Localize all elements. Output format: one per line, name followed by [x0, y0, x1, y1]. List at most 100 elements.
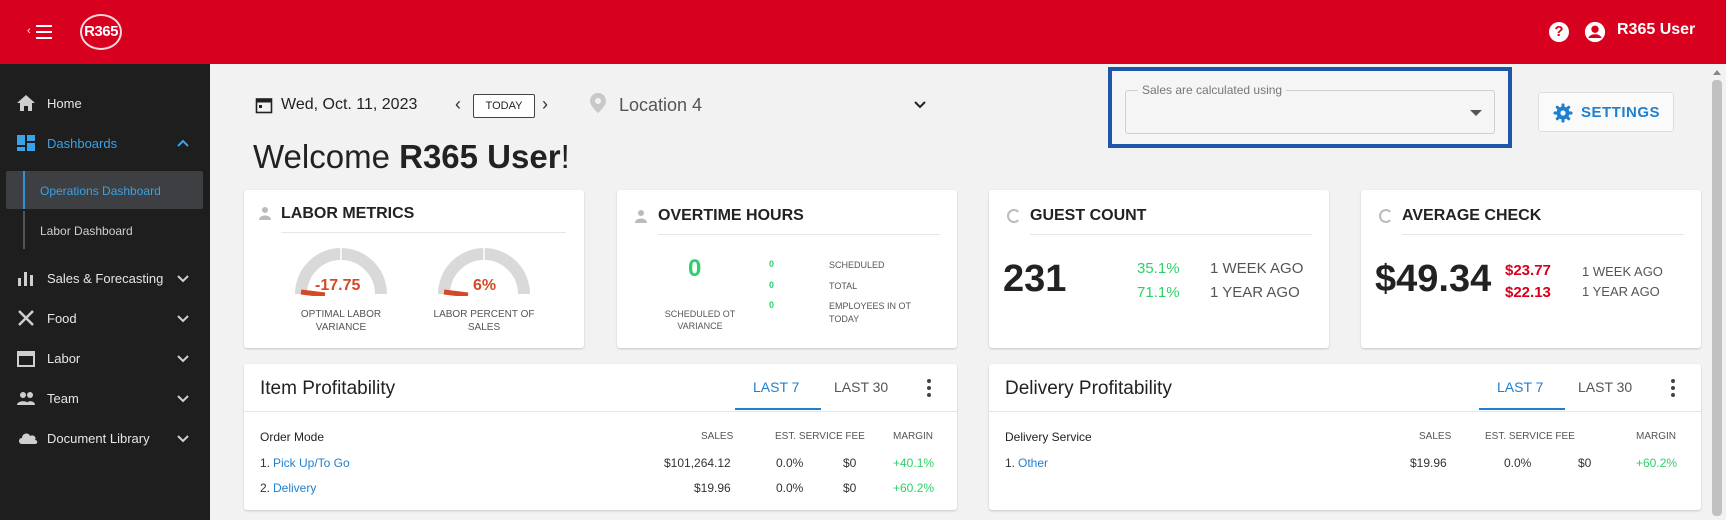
chevron-down-icon[interactable] [912, 96, 928, 112]
people-icon [17, 392, 35, 405]
location-pin-icon [590, 93, 606, 113]
previous-day-button[interactable]: ‹ [455, 94, 461, 114]
card-title: AVERAGE CHECK [1402, 207, 1542, 224]
sidebar-item-label: Labor [47, 351, 81, 366]
guest-count-card: GUEST COUNT 231 35.1% 1 WEEK AGO 71.1% 1… [989, 190, 1329, 348]
collapse-arrow-icon: ‹ [27, 25, 31, 37]
scroll-up-arrow-icon[interactable] [1713, 70, 1721, 75]
loading-icon [1007, 209, 1021, 223]
labor-percent-of-sales-gauge [438, 248, 530, 296]
card-title: Item Profitability [260, 378, 396, 399]
chevron-up-icon [177, 139, 189, 147]
sales-value: $101,264.12 [664, 456, 731, 470]
sidebar-item-labor[interactable]: Labor [0, 341, 210, 375]
card-title: GUEST COUNT [1030, 207, 1147, 224]
average-check-value: $49.34 [1375, 258, 1492, 300]
guest-count-value: 231 [1003, 258, 1067, 300]
fee-percent: 0.0% [776, 481, 804, 495]
user-menu-name[interactable]: R365 User [1617, 21, 1696, 38]
order-mode-link[interactable]: Pick Up/To Go [273, 456, 350, 470]
menu-toggle-button[interactable]: ‹ [22, 19, 56, 45]
sidebar-item-document-library[interactable]: Document Library [0, 421, 210, 455]
guest-count-week-label: 1 WEEK AGO [1210, 260, 1304, 277]
sidebar-item-food[interactable]: Food [0, 301, 210, 335]
fee-value: $0 [843, 456, 857, 470]
bar-chart-icon [18, 272, 33, 286]
fee-value: $0 [1578, 456, 1592, 470]
average-check-week-label: 1 WEEK AGO [1582, 264, 1663, 279]
card-title: LABOR METRICS [281, 205, 415, 222]
hamburger-icon [36, 25, 52, 27]
sidebar-subitem-label: Labor Dashboard [40, 224, 133, 238]
item-profitability-card: Item Profitability LAST 7 LAST 30 Order … [244, 364, 957, 510]
average-check-year-label: 1 YEAR AGO [1582, 284, 1660, 299]
person-icon [635, 210, 647, 223]
card-title: OVERTIME HOURS [658, 207, 804, 224]
guest-count-year-pct: 71.1% [1137, 284, 1180, 301]
top-bar: ‹ R365 ? R365 User [0, 0, 1726, 64]
card-title: Delivery Profitability [1005, 378, 1172, 399]
utensils-icon [18, 310, 34, 326]
column-header: Order Mode [260, 430, 325, 444]
scrollbar-thumb[interactable] [1712, 80, 1722, 516]
active-tab-indicator [1479, 408, 1565, 410]
help-icon[interactable]: ? [1549, 22, 1569, 42]
sidebar-item-sales-forecasting[interactable]: Sales & Forecasting [0, 261, 210, 295]
labor-metrics-card: LABOR METRICS -17.75 OPTIMAL LABOR VARIA… [244, 190, 584, 348]
chevron-down-icon [177, 355, 189, 363]
sidebar-item-label: Food [47, 311, 77, 326]
more-options-icon[interactable] [1671, 379, 1675, 397]
labor-percent-of-sales-value: 6% [473, 277, 497, 294]
row-number: 1. [1005, 456, 1016, 470]
sidebar-subitem-label: Operations Dashboard [40, 184, 161, 198]
order-mode-link[interactable]: Delivery [273, 481, 317, 495]
chevron-down-icon [177, 395, 189, 403]
sidebar-item-home[interactable]: Home [0, 86, 210, 120]
ot-employees-label: EMPLOYEES IN OT TODAY [829, 301, 911, 324]
loading-icon [1379, 209, 1393, 223]
tab-last-30[interactable]: LAST 30 [834, 379, 889, 395]
r365-logo[interactable]: R365 [80, 14, 122, 50]
column-header: MARGIN [893, 431, 933, 442]
chevron-down-icon [177, 315, 189, 323]
sidebar-item-label: Document Library [47, 431, 150, 446]
average-check-week-amount: $23.77 [1505, 262, 1551, 279]
sidebar-item-label: Dashboards [47, 136, 118, 151]
sidebar-item-label: Team [47, 391, 79, 406]
sidebar-item-dashboards[interactable]: Dashboards [0, 126, 210, 160]
settings-button[interactable]: SETTINGS [1538, 92, 1674, 132]
sales-value: $19.96 [694, 481, 731, 495]
ot-total-label: TOTAL [829, 281, 858, 291]
account-circle-icon[interactable] [1584, 21, 1606, 43]
location-select[interactable]: Location 4 [619, 95, 703, 115]
scheduled-ot-variance-label: SCHEDULED OT VARIANCE [664, 309, 736, 331]
sidebar: Home Dashboards Operations Dashboard Lab… [0, 64, 210, 520]
welcome-heading: Welcome R365 User! [253, 138, 570, 175]
guest-count-week-pct: 35.1% [1137, 260, 1180, 277]
sidebar-item-team[interactable]: Team [0, 381, 210, 415]
settings-label: SETTINGS [1581, 104, 1661, 121]
dashboard-icon [17, 135, 35, 151]
column-header: EST. SERVICE FEE [1485, 431, 1575, 442]
calendar-icon [17, 351, 35, 367]
tab-last-7[interactable]: LAST 7 [753, 379, 800, 395]
today-button[interactable]: TODAY [473, 94, 535, 118]
optimal-labor-variance-gauge [295, 248, 387, 296]
cloud-icon [19, 433, 38, 444]
tab-last-7[interactable]: LAST 7 [1497, 379, 1544, 395]
more-options-icon[interactable] [927, 379, 931, 397]
column-header: Delivery Service [1005, 430, 1092, 444]
delivery-service-link[interactable]: Other [1018, 456, 1049, 470]
vertical-scrollbar[interactable] [1708, 64, 1726, 520]
tab-last-30[interactable]: LAST 30 [1578, 379, 1633, 395]
next-day-button[interactable]: › [542, 94, 548, 114]
dropdown-arrow-icon [1470, 110, 1482, 116]
sales-calculation-select[interactable]: Sales are calculated using [1125, 83, 1495, 134]
sidebar-subitem-labor-dashboard[interactable]: Labor Dashboard [6, 211, 203, 249]
margin-value: +40.1% [893, 456, 935, 470]
home-icon [17, 95, 35, 111]
sidebar-item-label: Sales & Forecasting [47, 271, 164, 286]
sidebar-subitem-operations-dashboard[interactable]: Operations Dashboard [6, 171, 203, 209]
average-check-year-amount: $22.13 [1505, 284, 1551, 301]
sales-calculation-highlight: Sales are calculated using [1108, 67, 1512, 148]
